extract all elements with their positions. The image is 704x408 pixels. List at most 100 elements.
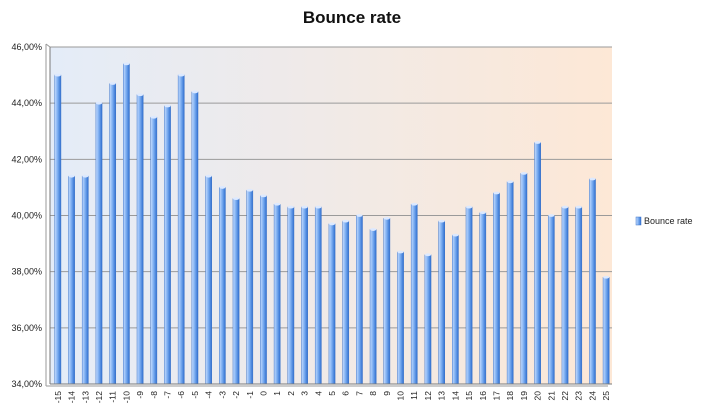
x-tick-label: 22	[560, 391, 570, 401]
bar	[301, 206, 308, 385]
axes	[45, 43, 612, 387]
x-tick-label: -1	[245, 391, 255, 399]
bar	[328, 223, 336, 385]
bar-top	[95, 101, 103, 105]
x-tick-label: 1	[272, 391, 282, 396]
x-tick-label: 12	[423, 391, 433, 401]
x-tick-label: 7	[354, 391, 364, 396]
bar	[219, 187, 226, 385]
bar	[397, 251, 404, 385]
bar	[260, 195, 267, 385]
bar-top	[575, 205, 582, 209]
bar-top	[465, 205, 473, 209]
bar-top	[328, 222, 336, 226]
bar-top	[109, 82, 116, 85]
bar	[232, 198, 240, 385]
x-tick-label: -5	[190, 391, 200, 399]
x-tick-label: 19	[519, 391, 529, 401]
x-tick-label: 24	[587, 391, 597, 401]
bar-top	[219, 186, 226, 189]
bar	[424, 254, 432, 385]
x-tick-label: 21	[546, 391, 556, 401]
x-tick-label: -7	[163, 391, 173, 399]
bar-top	[356, 214, 363, 217]
bar	[602, 277, 610, 385]
x-tick-label: 20	[533, 391, 543, 401]
bar	[287, 206, 295, 385]
bars	[54, 62, 610, 385]
x-tick-label: 15	[464, 391, 474, 401]
x-tick-label: -14	[67, 391, 77, 404]
legend: Bounce rate	[635, 216, 693, 226]
bar	[314, 206, 322, 385]
x-tick-label: -15	[53, 391, 63, 404]
bar	[561, 206, 569, 385]
bar	[136, 94, 144, 385]
bar-top	[232, 197, 240, 201]
bar-top	[561, 205, 569, 209]
bar	[589, 178, 596, 385]
bar	[109, 83, 117, 385]
bar-top	[411, 202, 418, 206]
legend-swatch	[635, 216, 642, 226]
bar	[81, 175, 89, 385]
bar-top	[315, 205, 322, 209]
x-tick-label: -3	[217, 391, 227, 399]
bar	[520, 173, 528, 385]
bar-top	[68, 174, 75, 178]
bar-top	[123, 62, 130, 66]
bar-top	[164, 104, 171, 108]
bar	[547, 215, 555, 385]
bar-top	[301, 205, 308, 209]
bar-top	[370, 228, 377, 231]
x-tick-label: 10	[396, 391, 406, 401]
x-tick-label: -4	[204, 391, 214, 399]
bar	[465, 206, 473, 385]
bar-top	[452, 233, 459, 237]
bar-top	[191, 90, 199, 94]
x-tick-label: 16	[478, 391, 488, 401]
bar	[54, 74, 62, 385]
bar	[356, 215, 363, 385]
x-tick-label: -12	[94, 391, 104, 404]
bar-top	[260, 194, 267, 198]
bar	[342, 220, 350, 385]
x-tick-label: -11	[108, 391, 118, 403]
x-tick-label: 23	[574, 391, 584, 401]
x-tick-label: 5	[327, 391, 337, 396]
bar	[410, 204, 418, 385]
axis-depth-edge	[45, 43, 51, 48]
bar-top	[507, 180, 514, 184]
x-tick-label: 9	[382, 391, 392, 396]
bar	[506, 181, 514, 385]
bar-top	[246, 188, 253, 192]
bar-top	[520, 171, 527, 175]
bar-top	[479, 211, 486, 215]
bar	[191, 91, 199, 385]
bar	[177, 74, 185, 385]
x-tick-label: 6	[341, 391, 351, 396]
bar-top	[383, 216, 390, 220]
bar	[164, 105, 171, 385]
bar-top	[137, 93, 144, 97]
bar	[438, 220, 445, 385]
x-tick-label: 8	[368, 391, 378, 396]
x-tick-label: 11	[409, 391, 419, 400]
bar-top	[54, 73, 61, 77]
y-tick-label: 42,00%	[11, 154, 42, 164]
bar-top	[603, 275, 610, 279]
bar-top	[274, 202, 281, 206]
bar	[123, 63, 130, 385]
bar	[205, 175, 212, 385]
x-tick-label: -8	[149, 391, 159, 399]
y-axis-ticks: 34,00% 36,00% 38,00% 40,00% 42,00% 44,00% 46,0…	[11, 42, 42, 389]
bar	[68, 175, 75, 385]
x-tick-label: 3	[300, 391, 310, 396]
y-tick-label: 40,00%	[11, 211, 42, 221]
x-tick-label: -6	[176, 391, 186, 399]
bar-top	[205, 174, 212, 178]
bar-top	[493, 191, 500, 195]
y-tick-label: 36,00%	[11, 323, 42, 333]
chart-title: Bounce rate	[302, 8, 402, 27]
